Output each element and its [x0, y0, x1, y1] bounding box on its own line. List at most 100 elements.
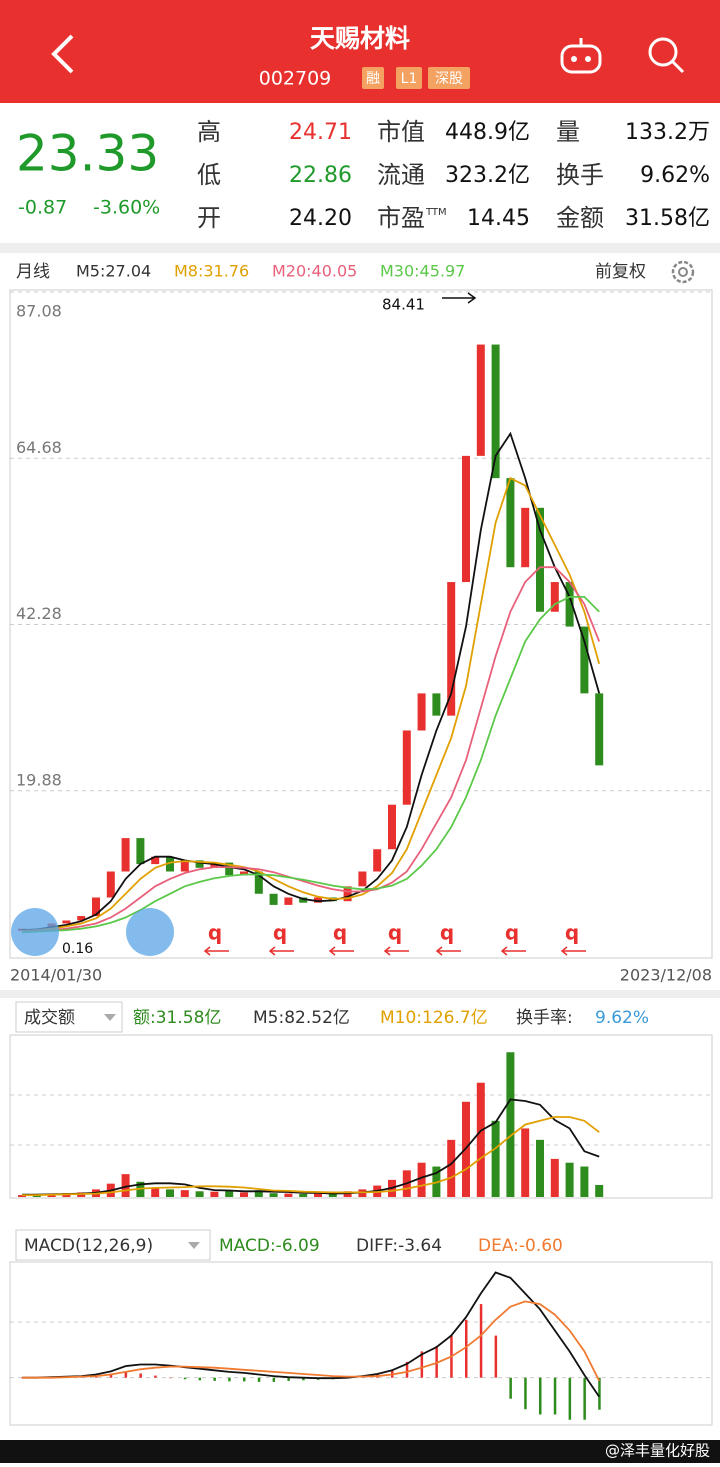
separator	[0, 990, 720, 998]
volume-bar	[476, 1082, 485, 1197]
volume-bar	[314, 1193, 322, 1197]
candle	[92, 897, 100, 917]
volume-bar	[521, 1128, 530, 1197]
macd-bar	[139, 1373, 142, 1378]
event-arrow	[435, 946, 461, 956]
candle	[254, 871, 263, 894]
macd-bar	[272, 1377, 276, 1382]
candle	[343, 886, 352, 902]
event-marker: q	[565, 921, 579, 945]
macd-bar	[183, 1377, 187, 1380]
macd-selector[interactable]	[15, 1229, 211, 1261]
ma-legend: M30:45.97	[380, 262, 465, 281]
quote-label-sup: TTM	[425, 207, 447, 218]
event-marker: q	[440, 921, 454, 945]
candle	[506, 478, 515, 568]
candle	[536, 507, 544, 612]
volume-bar	[240, 1192, 248, 1197]
macd-line	[22, 1300, 601, 1382]
turnover-label: 换手率:	[516, 1008, 573, 1028]
volume-selector-label: 成交额	[24, 1008, 75, 1028]
volume-ma-legend: M5:82.52亿	[253, 1008, 350, 1028]
adjust-mode[interactable]: 前复权	[595, 262, 646, 282]
candle	[476, 344, 485, 456]
macd-bar	[124, 1371, 128, 1378]
macd-bar	[479, 1304, 483, 1378]
tag-box	[362, 67, 384, 89]
macd-bar	[583, 1377, 586, 1420]
macd-bar	[494, 1335, 498, 1378]
volume-bar	[550, 1158, 559, 1197]
y-tick-label: 87.08	[16, 302, 62, 321]
volume-bar	[225, 1190, 234, 1197]
dropdown-caret	[104, 1014, 116, 1021]
volume-bar	[121, 1174, 130, 1197]
macd-bar	[598, 1377, 601, 1410]
period[interactable]: 月线	[16, 262, 50, 282]
candle	[106, 871, 115, 898]
volume-bar	[491, 1120, 500, 1197]
candle	[121, 838, 130, 872]
volume-selector[interactable]	[15, 1001, 123, 1033]
float-button[interactable]	[126, 908, 174, 956]
ma-line	[21, 596, 600, 934]
search-icon[interactable]	[648, 37, 685, 74]
quote-label: 市值	[377, 118, 425, 146]
tag: 深股	[435, 71, 463, 87]
macd-bar	[109, 1373, 113, 1378]
volume-bar	[254, 1190, 263, 1197]
macd-bar	[539, 1377, 542, 1415]
volume-bar	[595, 1184, 604, 1197]
last-price: 23.33	[16, 125, 159, 183]
candle	[166, 856, 174, 872]
tag-box	[396, 67, 422, 89]
macd-bar	[509, 1377, 512, 1399]
volume-ma-legend: M10:126.7亿	[380, 1008, 488, 1028]
stock-name: 天赐材料	[310, 24, 410, 53]
volume-bar	[32, 1195, 41, 1197]
volume-bar	[565, 1162, 574, 1197]
volume-ma-line	[22, 1098, 600, 1196]
macd-bar	[435, 1346, 438, 1378]
candle	[491, 344, 500, 479]
quote-value: 22.86	[289, 163, 352, 188]
event-marker: q	[333, 921, 347, 945]
candle	[417, 693, 426, 731]
candle	[432, 693, 441, 716]
back-button[interactable]	[51, 34, 74, 74]
volume-bar	[269, 1193, 278, 1197]
candle	[284, 897, 293, 905]
macd-legend: DIFF:-3.64	[356, 1236, 442, 1256]
y-tick-label: 64.68	[16, 438, 62, 457]
turnover-value: 9.62%	[595, 1008, 649, 1028]
candle	[314, 897, 322, 903]
macd-bar	[568, 1377, 572, 1420]
watermark: @泽丰量化好股	[605, 1442, 710, 1460]
quote-label: 量	[556, 118, 580, 146]
float-button[interactable]	[11, 908, 59, 956]
volume-bar	[417, 1162, 426, 1197]
robot-icon[interactable]	[560, 38, 602, 74]
macd-bar	[553, 1377, 557, 1415]
volume-bar	[195, 1191, 204, 1197]
volume-bar	[343, 1191, 352, 1197]
start-date: 2014/01/30	[10, 966, 102, 985]
volume-bar	[299, 1193, 308, 1197]
macd-bar	[287, 1377, 290, 1381]
candle	[210, 862, 219, 868]
candle	[358, 871, 367, 887]
volume-bar	[180, 1190, 189, 1197]
stock-code: 002709	[259, 68, 332, 90]
candle	[136, 838, 145, 865]
ma-legend: M8:31.76	[174, 262, 249, 281]
candle	[151, 856, 160, 865]
candle	[595, 693, 604, 766]
volume-frame	[9, 1034, 713, 1199]
candle	[565, 582, 574, 627]
quote-label: 市盈	[377, 204, 425, 232]
price-change: -0.87	[18, 197, 67, 219]
quote-label: 金额	[556, 204, 604, 232]
settings-icon[interactable]	[671, 260, 695, 284]
tag: L1	[401, 71, 418, 87]
